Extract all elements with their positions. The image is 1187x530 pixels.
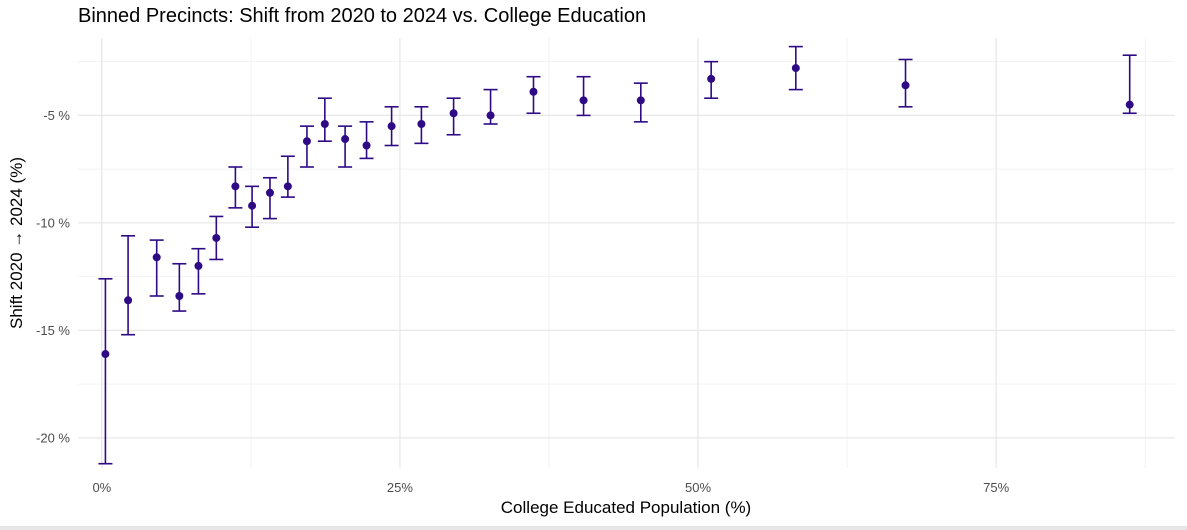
x-tick-label: 75% — [983, 480, 1009, 495]
data-point — [175, 292, 184, 300]
error-bars — [98, 45, 1137, 465]
y-tick-label: -10 % — [36, 215, 70, 230]
x-axis-title: College Educated Population (%) — [501, 498, 751, 517]
data-point — [341, 135, 350, 144]
data-point — [417, 120, 426, 128]
minor-gridlines — [78, 38, 1175, 468]
data-point — [529, 87, 538, 96]
data-point — [791, 64, 800, 73]
data-point — [636, 96, 645, 105]
y-axis-title: Shift 2020 → 2024 (%) — [7, 157, 26, 329]
error-bar — [98, 277, 113, 465]
data-point — [320, 120, 329, 128]
error-bar — [191, 247, 206, 295]
error-bar — [576, 75, 591, 117]
window-bottom-edge — [0, 526, 1187, 530]
x-tick-label: 50% — [685, 480, 711, 495]
error-bar — [299, 125, 314, 168]
data-point — [449, 109, 458, 118]
data-point — [901, 81, 910, 90]
data-point — [152, 253, 161, 262]
x-axis-tick-labels: 0% 25% 50% 75% — [92, 480, 1009, 495]
data-point — [283, 182, 292, 191]
error-bar — [262, 176, 277, 220]
error-bar — [338, 125, 353, 168]
y-tick-label: -15 % — [36, 323, 70, 338]
data-point — [387, 122, 396, 131]
y-tick-label: -5 % — [43, 108, 70, 123]
data-point — [302, 137, 311, 146]
data-points — [101, 64, 1134, 359]
data-point — [1125, 100, 1134, 109]
error-bar — [121, 235, 136, 336]
data-point — [194, 261, 203, 270]
data-point — [265, 188, 274, 197]
data-point — [486, 111, 495, 120]
data-point — [248, 201, 257, 210]
data-point — [362, 141, 371, 150]
error-bar — [172, 262, 187, 312]
error-bar — [359, 121, 374, 160]
error-bar — [317, 97, 332, 142]
major-gridlines — [78, 38, 1175, 468]
data-point — [579, 96, 588, 105]
data-point — [124, 296, 133, 305]
chart-title: Binned Precincts: Shift from 2020 to 202… — [78, 5, 647, 27]
y-tick-label: -20 % — [36, 430, 70, 445]
data-point — [707, 74, 716, 83]
y-axis-tick-labels: -5 % -10 % -15 % -20 % — [36, 108, 70, 445]
error-bar — [149, 239, 164, 297]
x-tick-label: 0% — [92, 480, 111, 495]
error-bar — [280, 155, 295, 198]
data-point — [231, 182, 240, 191]
data-point — [212, 233, 221, 242]
data-point — [101, 350, 110, 359]
x-tick-label: 25% — [387, 480, 413, 495]
